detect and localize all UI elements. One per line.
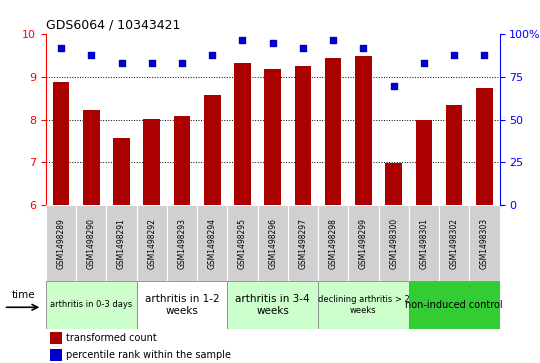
Bar — [409, 281, 500, 329]
Bar — [174, 115, 190, 205]
Bar — [355, 56, 372, 205]
Bar — [325, 58, 341, 205]
Point — [57, 45, 65, 51]
Text: GSM1498292: GSM1498292 — [147, 218, 156, 269]
Text: GSM1498301: GSM1498301 — [420, 218, 428, 269]
Point — [480, 52, 489, 58]
Point — [450, 52, 458, 58]
Bar — [318, 281, 409, 329]
Point — [268, 40, 277, 46]
Bar — [227, 281, 318, 329]
Text: arthritis in 3-4
weeks: arthritis in 3-4 weeks — [235, 294, 310, 316]
Bar — [106, 205, 137, 281]
Text: declining arthritis > 2
weeks: declining arthritis > 2 weeks — [318, 295, 409, 315]
Bar — [50, 349, 62, 361]
Point — [359, 45, 368, 51]
Bar — [46, 281, 137, 329]
Text: GSM1498293: GSM1498293 — [178, 218, 186, 269]
Bar — [439, 205, 469, 281]
Bar — [197, 205, 227, 281]
Bar — [288, 205, 318, 281]
Point — [329, 37, 338, 42]
Bar — [144, 119, 160, 205]
Text: GSM1498290: GSM1498290 — [87, 218, 96, 269]
Bar — [46, 205, 76, 281]
Point — [238, 37, 247, 42]
Text: time: time — [11, 290, 35, 299]
Point — [178, 61, 186, 66]
Bar — [386, 163, 402, 205]
Bar — [379, 205, 409, 281]
Bar — [204, 95, 220, 205]
Text: non-induced control: non-induced control — [406, 300, 503, 310]
Point — [87, 52, 96, 58]
Point — [299, 45, 307, 51]
Text: percentile rank within the sample: percentile rank within the sample — [66, 350, 231, 360]
Bar — [348, 205, 379, 281]
Bar — [53, 82, 69, 205]
Bar — [258, 205, 288, 281]
Text: GSM1498294: GSM1498294 — [208, 218, 217, 269]
Bar — [295, 66, 311, 205]
Bar — [83, 110, 99, 205]
Point — [389, 83, 398, 89]
Bar — [137, 281, 227, 329]
Bar — [318, 205, 348, 281]
Bar — [476, 88, 492, 205]
Text: GSM1498289: GSM1498289 — [57, 218, 65, 269]
Point — [420, 61, 428, 66]
Point — [147, 61, 156, 66]
Text: GSM1498296: GSM1498296 — [268, 218, 277, 269]
Text: transformed count: transformed count — [66, 333, 157, 343]
Point — [208, 52, 217, 58]
Bar — [234, 64, 251, 205]
Bar — [137, 205, 167, 281]
Text: GSM1498291: GSM1498291 — [117, 218, 126, 269]
Bar — [50, 332, 62, 344]
Bar — [167, 205, 197, 281]
Point — [117, 61, 126, 66]
Text: GSM1498298: GSM1498298 — [329, 218, 338, 269]
Bar — [409, 205, 439, 281]
Bar — [113, 138, 130, 205]
Text: arthritis in 1-2
weeks: arthritis in 1-2 weeks — [145, 294, 219, 316]
Text: GSM1498303: GSM1498303 — [480, 218, 489, 269]
Bar — [446, 105, 462, 205]
Text: GSM1498299: GSM1498299 — [359, 218, 368, 269]
Text: GSM1498297: GSM1498297 — [299, 218, 307, 269]
Text: GDS6064 / 10343421: GDS6064 / 10343421 — [46, 19, 180, 32]
Text: GSM1498302: GSM1498302 — [450, 218, 458, 269]
Bar — [469, 205, 500, 281]
Text: arthritis in 0-3 days: arthritis in 0-3 days — [50, 301, 132, 309]
Text: GSM1498295: GSM1498295 — [238, 218, 247, 269]
Bar — [416, 120, 432, 205]
Bar — [76, 205, 106, 281]
Bar — [265, 69, 281, 205]
Bar — [227, 205, 258, 281]
Text: GSM1498300: GSM1498300 — [389, 218, 398, 269]
